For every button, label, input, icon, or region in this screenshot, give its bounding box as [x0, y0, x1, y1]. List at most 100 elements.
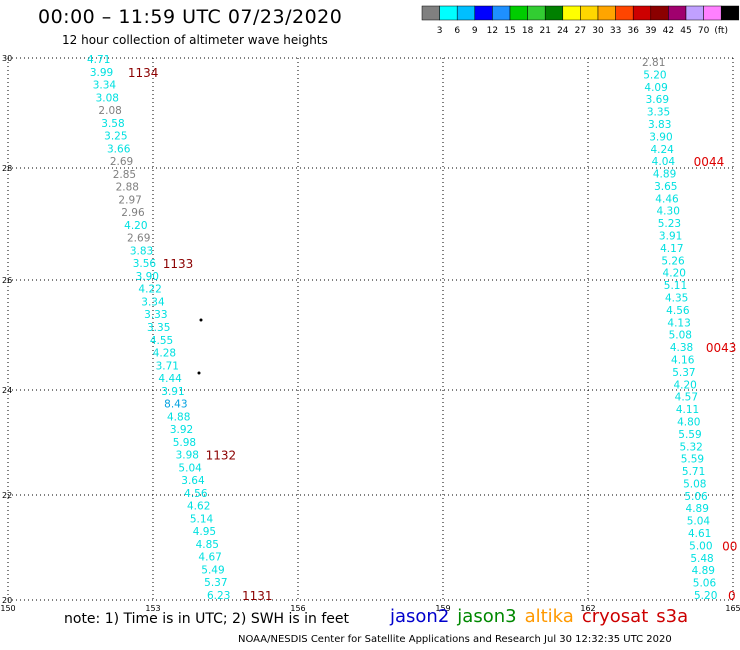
wave-height-value: 5.04	[178, 462, 202, 474]
footer-credit: NOAA/NESDIS Center for Satellite Applica…	[238, 634, 672, 645]
wave-height-value: 3.91	[161, 386, 184, 398]
wave-height-value: 4.35	[665, 293, 688, 305]
wave-height-value: 4.22	[138, 284, 161, 296]
wave-height-value: 5.37	[204, 577, 227, 589]
wave-height-value: 2.81	[642, 57, 665, 69]
wave-height-value: 5.14	[190, 513, 214, 525]
color-scale-label: 18	[522, 26, 534, 36]
wave-height-value: 3.69	[646, 94, 669, 106]
color-scale-label: 6	[454, 26, 460, 36]
x-tick-label: 156	[290, 604, 305, 613]
wave-height-value: 4.55	[150, 335, 173, 347]
x-tick-label: 150	[0, 604, 15, 613]
y-tick-label: 28	[2, 164, 12, 173]
wave-height-value: 4.89	[653, 169, 676, 181]
wave-height-value: 4.88	[167, 411, 190, 423]
wave-height-value: 4.20	[673, 379, 696, 391]
time-label: 0	[728, 589, 736, 603]
color-scale-label: 24	[557, 26, 569, 36]
wave-height-value: 5.98	[173, 437, 196, 449]
wave-height-value: 5.11	[664, 280, 687, 292]
wave-height-value: 4.20	[663, 268, 686, 280]
x-tick-label: 162	[580, 604, 595, 613]
color-scale-label: 15	[504, 26, 515, 36]
wave-height-value: 2.69	[127, 233, 150, 245]
wave-height-value: 4.95	[193, 526, 216, 538]
wave-height-value: 3.64	[181, 475, 205, 487]
wave-height-value: 4.20	[124, 220, 147, 232]
color-scale-label: 45	[680, 26, 691, 36]
wave-height-value: 5.04	[687, 516, 711, 528]
wave-height-value: 4.16	[671, 354, 695, 366]
x-tick-label: 159	[435, 604, 450, 613]
wave-height-value: 2.96	[121, 207, 145, 219]
color-scale-bar: 3 6 9 12 15 18 21 24 27 30 33 36 39 42 45 70 (ft)	[421, 5, 740, 36]
wave-height-value: 2.69	[110, 156, 133, 168]
wave-height-value: 5.37	[672, 367, 695, 379]
y-tick-label: 26	[2, 276, 12, 285]
wave-height-value: 4.62	[187, 501, 210, 513]
wave-height-value: 4.80	[677, 416, 700, 428]
satellite-altika: altika	[524, 606, 574, 627]
color-scale-label: 21	[539, 26, 550, 36]
wave-height-value: 4.09	[644, 82, 667, 94]
x-tick-label: 153	[145, 604, 160, 613]
wave-height-value: 3.35	[647, 107, 670, 119]
wave-height-value: 4.28	[153, 348, 176, 360]
island-marker	[197, 371, 201, 375]
wave-height-value: 4.56	[184, 488, 208, 500]
wave-height-value: 5.59	[678, 429, 701, 441]
time-label: 1131	[242, 589, 273, 603]
wave-height-value: 3.33	[144, 309, 167, 321]
color-scale-label: 42	[663, 26, 674, 36]
wave-height-value: 3.08	[96, 92, 119, 104]
wave-height-value: 5.00	[689, 540, 712, 552]
wave-height-value: 5.49	[201, 564, 224, 576]
wave-height-value: 4.17	[660, 243, 683, 255]
wave-height-value: 3.34	[93, 80, 117, 92]
wave-height-value: 5.06	[684, 491, 708, 503]
y-tick-label: 20	[2, 596, 12, 605]
satellite-cryosat: cryosat	[581, 606, 649, 627]
color-scale-label: 33	[610, 26, 621, 36]
wave-height-value: 5.08	[669, 330, 692, 342]
wave-height-value: 4.57	[675, 392, 698, 404]
wave-height-value: 5.59	[681, 454, 704, 466]
wave-height-value: 2.85	[113, 169, 136, 181]
wave-height-value: 4.30	[657, 206, 680, 218]
wave-height-value: 5.26	[661, 255, 685, 267]
color-swatch	[720, 5, 740, 21]
time-label: 1132	[206, 449, 237, 463]
y-tick-label: 22	[2, 491, 12, 500]
wave-height-value: 4.71	[87, 54, 110, 66]
y-tick-label: 30	[2, 54, 12, 63]
wave-height-value: 5.48	[690, 553, 713, 565]
wave-height-value: 4.56	[666, 305, 690, 317]
wave-height-value: 4.85	[196, 539, 219, 551]
satellite-legend: jason2 jason3 altika cryosat s3a	[390, 606, 696, 627]
color-scale-label: (ft)	[714, 26, 728, 36]
wave-height-value: 4.38	[670, 342, 693, 354]
wave-height-value: 3.71	[156, 360, 179, 372]
wave-height-value: 5.20	[694, 590, 717, 602]
satellite-jason2: jason2	[390, 606, 450, 627]
x-tick-label: 165	[725, 604, 740, 613]
wave-height-value: 3.35	[147, 322, 170, 334]
wave-height-value: 3.58	[101, 118, 124, 130]
wave-height-value: 3.83	[648, 119, 671, 131]
wave-height-value: 3.90	[649, 131, 672, 143]
color-scale-label: 9	[472, 26, 478, 36]
wave-height-value: 5.06	[693, 578, 717, 590]
wave-height-value: 3.83	[130, 245, 153, 257]
wave-height-value: 3.56	[133, 258, 157, 270]
color-scale-label: 39	[645, 26, 657, 36]
y-tick-label: 24	[2, 386, 12, 395]
wave-height-value: 3.98	[176, 450, 199, 462]
satellite-jason3: jason3	[457, 606, 517, 627]
color-scale-label: 3	[437, 26, 443, 36]
wave-height-value: 4.46	[655, 193, 679, 205]
page-title: 00:00 – 11:59 UTC 07/23/2020	[38, 6, 343, 28]
wave-height-value: 5.08	[683, 478, 706, 490]
time-label: 00	[722, 539, 737, 553]
